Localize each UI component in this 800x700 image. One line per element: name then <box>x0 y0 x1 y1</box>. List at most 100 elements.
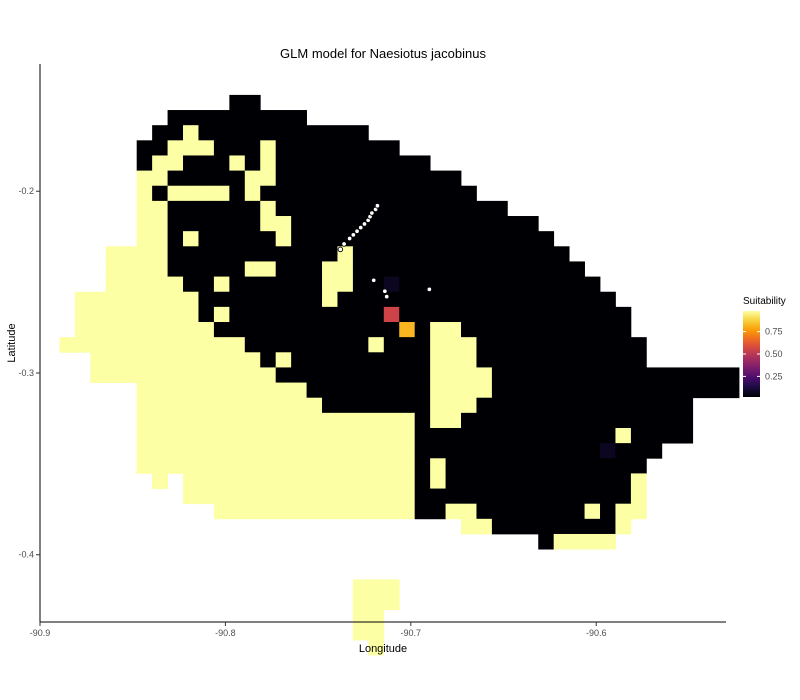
raster-cell <box>337 155 354 171</box>
raster-cell <box>322 412 338 429</box>
raster-cell <box>352 337 369 353</box>
raster-cell <box>538 291 555 308</box>
raster-cell <box>414 367 431 383</box>
y-tick-label: -0.3 <box>18 368 34 378</box>
occurrence-point <box>361 221 368 227</box>
raster-cell <box>383 246 400 262</box>
raster-cell <box>399 261 416 277</box>
raster-cell <box>183 110 199 126</box>
raster-cell <box>476 488 493 505</box>
raster-cell <box>723 367 740 383</box>
raster-cell <box>538 473 555 489</box>
raster-cell <box>615 337 632 353</box>
raster-cell <box>352 367 369 383</box>
raster-cell <box>229 322 246 338</box>
raster-cell <box>198 382 215 399</box>
raster-cell <box>461 382 477 399</box>
raster-cell <box>569 291 585 308</box>
raster-cell <box>121 322 138 338</box>
raster-cell <box>291 443 307 459</box>
raster-cell <box>491 458 508 474</box>
raster-cell <box>183 306 199 323</box>
raster-cell <box>291 170 307 187</box>
raster-cell <box>476 473 493 489</box>
raster-cell <box>352 382 369 399</box>
raster-cell <box>352 306 369 323</box>
raster-cell <box>600 458 616 474</box>
raster-cell <box>260 261 277 277</box>
raster-cell <box>322 382 338 399</box>
raster-cell <box>229 246 246 262</box>
raster-cell <box>260 200 277 217</box>
raster-cell <box>461 427 477 444</box>
raster-cell <box>507 246 524 262</box>
raster-cell <box>692 382 709 399</box>
raster-cell <box>152 427 168 444</box>
raster-cell <box>275 352 292 368</box>
raster-cell <box>183 185 199 202</box>
raster-cell <box>368 397 385 414</box>
raster-cell <box>584 291 601 308</box>
raster-cell <box>213 443 230 459</box>
raster-cell <box>105 337 122 353</box>
raster-cell <box>368 322 385 338</box>
raster-cell <box>213 110 230 126</box>
raster-cell <box>584 503 601 520</box>
raster-cell <box>352 170 369 187</box>
raster-cell <box>383 170 400 187</box>
raster-cells <box>59 94 740 656</box>
raster-cell <box>260 382 277 399</box>
raster-cell <box>692 367 709 383</box>
raster-cell <box>322 276 338 293</box>
raster-cell <box>677 382 694 399</box>
raster-cell <box>491 216 508 232</box>
raster-cell <box>399 246 416 262</box>
raster-cell <box>322 185 338 202</box>
raster-cell <box>306 231 323 247</box>
raster-cell <box>337 276 354 293</box>
raster-cell <box>306 276 323 293</box>
raster-cell <box>260 488 277 505</box>
raster-cell <box>476 382 493 399</box>
raster-cell <box>507 427 524 444</box>
raster-cell <box>229 473 246 489</box>
raster-cell <box>569 382 585 399</box>
raster-cell <box>260 291 277 308</box>
raster-cell <box>476 503 493 520</box>
raster-cell <box>198 488 215 505</box>
raster-cell <box>383 443 400 459</box>
raster-cell <box>260 322 277 338</box>
raster-cell <box>584 518 601 535</box>
raster-cell <box>445 367 462 383</box>
raster-cell <box>244 110 261 126</box>
raster-cell <box>383 322 400 338</box>
raster-cell <box>553 276 570 293</box>
raster-cell <box>569 397 585 414</box>
raster-cell <box>213 322 230 338</box>
raster-cell <box>368 609 385 626</box>
raster-cell <box>275 443 292 459</box>
y-axis-title: Latitude <box>6 323 18 362</box>
raster-cell <box>229 488 246 505</box>
raster-cell <box>229 367 246 383</box>
raster-cell <box>491 352 508 368</box>
raster-cell <box>244 503 261 520</box>
raster-cell <box>167 185 184 202</box>
occurrence-point <box>350 232 357 238</box>
raster-cell <box>213 261 230 277</box>
raster-cell <box>522 427 539 444</box>
raster-cell <box>322 443 338 459</box>
raster-cell <box>522 291 539 308</box>
raster-cell <box>167 352 184 368</box>
raster-cell <box>383 261 400 277</box>
raster-cell <box>121 291 138 308</box>
raster-cell <box>491 397 508 414</box>
raster-cell <box>306 443 323 459</box>
raster-cell <box>461 367 477 383</box>
raster-cell <box>167 443 184 459</box>
raster-cell <box>646 397 663 414</box>
raster-cell <box>600 352 616 368</box>
raster-cell <box>600 473 616 489</box>
raster-cell <box>507 412 524 429</box>
raster-cell <box>322 125 338 141</box>
